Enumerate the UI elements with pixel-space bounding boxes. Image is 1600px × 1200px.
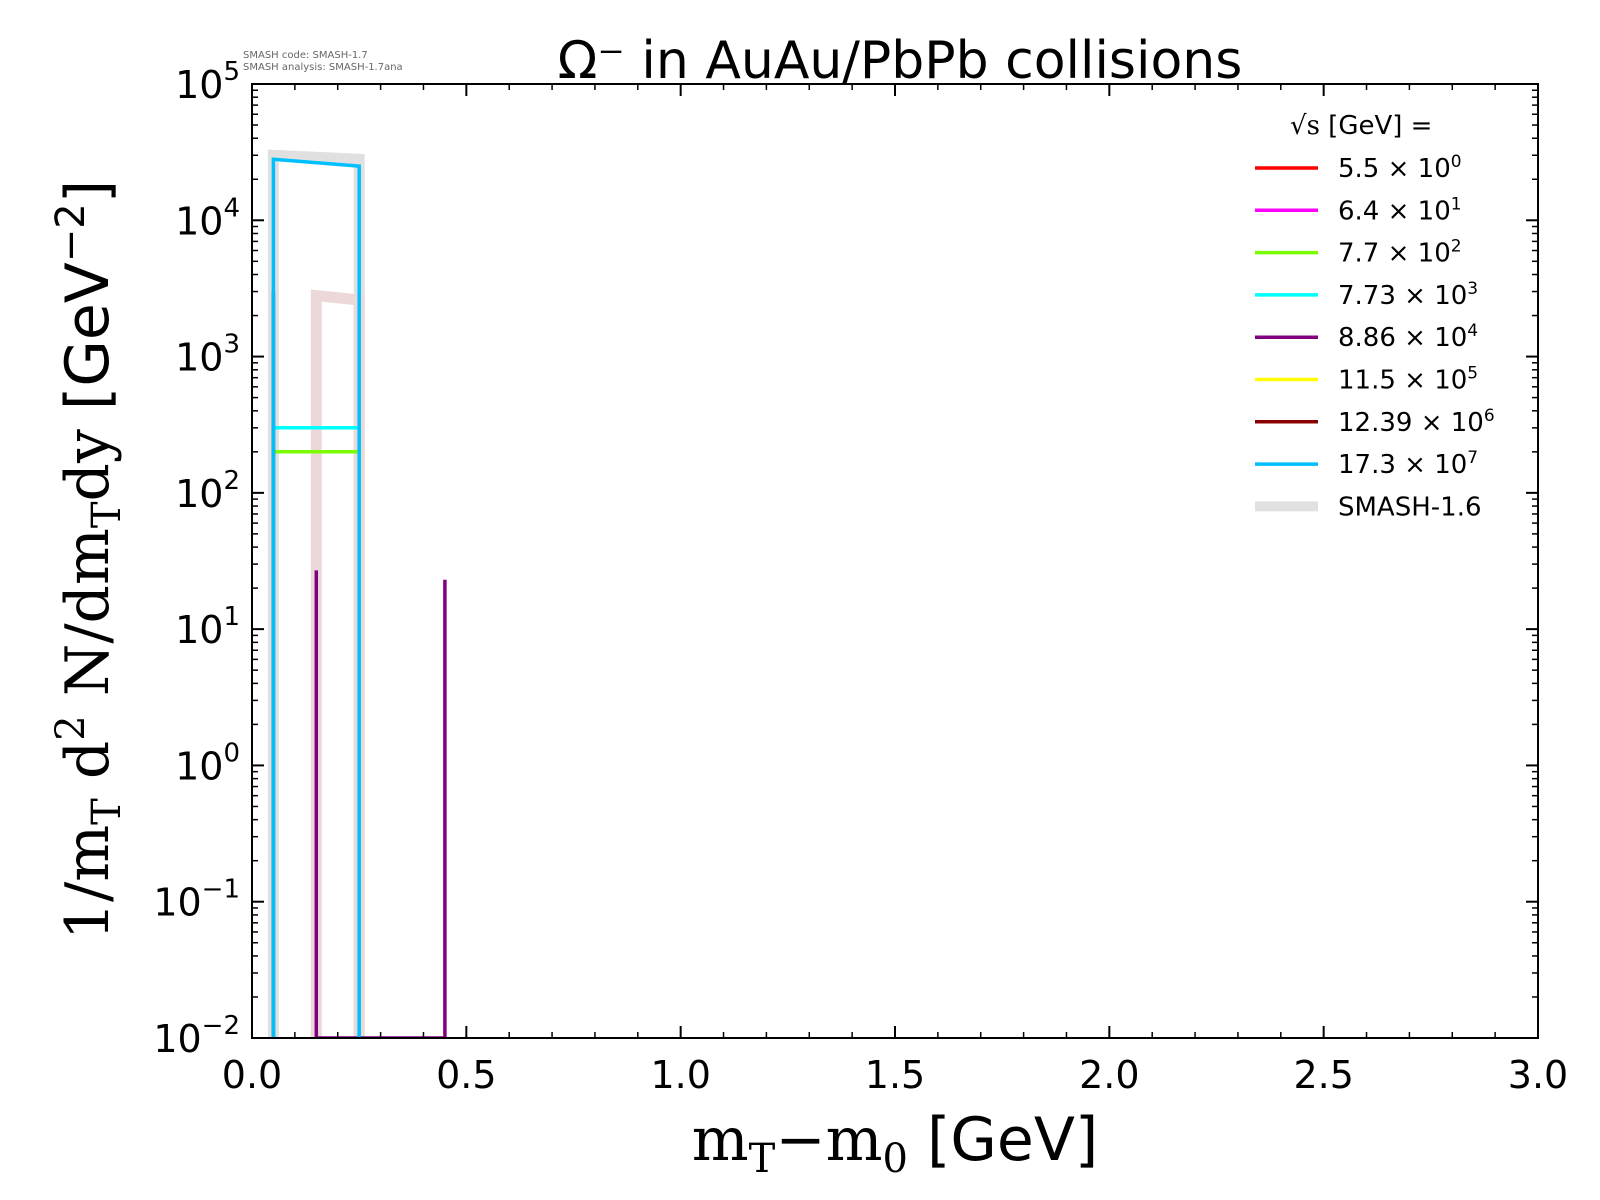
y-axis-label: 1/mT d2 N/dmTdy [GeV−2] [48, 180, 130, 940]
code-info-line1: SMASH code: SMASH-1.7 [243, 50, 368, 61]
code-info-line2: SMASH analysis: SMASH-1.7ana [243, 62, 403, 73]
y-tick-label: 103 [175, 330, 240, 380]
x-tick-label: 1.5 [865, 1053, 925, 1097]
legend-entry: SMASH-1.6 [1338, 492, 1482, 522]
x-tick-label: 1.0 [650, 1053, 710, 1097]
x-tick-label: 0.5 [436, 1053, 496, 1097]
legend-entry: 5.5 × 100 [1338, 152, 1462, 184]
y-tick-label: 101 [175, 602, 240, 652]
x-tick-labels: 0.0 0.5 1.0 1.5 2.0 2.5 3.0 [222, 1053, 1568, 1097]
ticks-layer [251, 83, 1539, 1039]
legend: √s [GeV] = 5.5 × 100 6.4 × 101 7.7 × 102 7.… [1255, 111, 1495, 522]
x-tick-label: 3.0 [1508, 1053, 1568, 1097]
legend-title: √s [GeV] = [1290, 111, 1432, 141]
y-tick-label: 102 [175, 466, 240, 516]
legend-entry: 7.7 × 102 [1338, 237, 1462, 269]
legend-entry: 12.39 × 106 [1338, 406, 1495, 438]
legend-entry: 17.3 × 107 [1338, 448, 1478, 480]
reference-line-1 [310, 289, 365, 1038]
y-tick-label: 104 [175, 193, 240, 243]
x-tick-label: 0.0 [222, 1053, 282, 1097]
series-line-7 [271, 157, 361, 1038]
x-tick-label: 2.0 [1079, 1053, 1139, 1097]
x-axis-label: mT−m0 [GeV] [692, 1105, 1099, 1182]
legend-entry: 7.73 × 103 [1338, 279, 1478, 311]
y-tick-label: 10−1 [153, 875, 240, 925]
y-tick-label: 10−2 [153, 1011, 240, 1061]
y-tick-labels: 10−2 10−1 100 101 102 103 104 105 [153, 57, 240, 1061]
y-tick-label: 105 [175, 57, 240, 107]
series-line-4 [314, 570, 447, 1038]
y-tick-label: 100 [175, 738, 240, 788]
legend-entry: 8.86 × 104 [1338, 321, 1478, 353]
legend-entry: 6.4 × 101 [1338, 194, 1462, 226]
series-layer [271, 157, 447, 1038]
x-tick-label: 2.5 [1293, 1053, 1353, 1097]
legend-entry: 11.5 × 105 [1338, 364, 1478, 396]
chart-title: Ω⁻ in AuAu/PbPb collisions [558, 31, 1243, 91]
